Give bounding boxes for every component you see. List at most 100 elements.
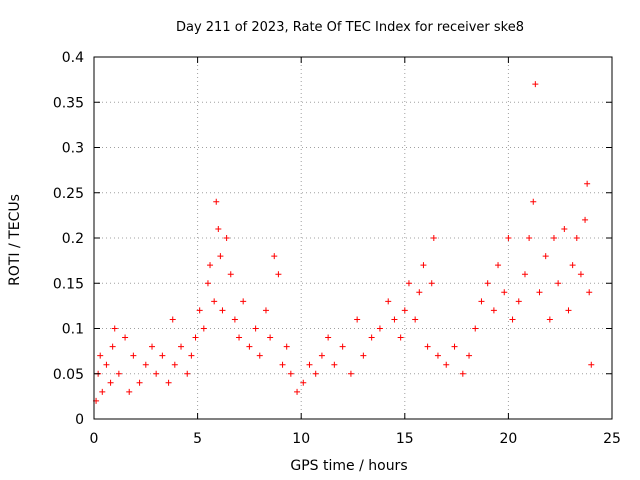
data-point — [275, 271, 282, 278]
data-point — [569, 262, 576, 269]
data-point — [256, 352, 263, 359]
data-point — [149, 343, 156, 350]
data-point — [246, 343, 253, 350]
data-point — [188, 352, 195, 359]
data-point — [430, 235, 437, 241]
data-point — [376, 325, 383, 332]
data-point — [97, 352, 104, 359]
data-point — [227, 271, 234, 278]
data-point — [420, 262, 427, 269]
data-point — [153, 370, 160, 377]
x-tick-label: 15 — [396, 431, 414, 447]
data-point — [236, 334, 243, 341]
data-point — [428, 280, 435, 287]
data-point — [111, 325, 118, 332]
data-point — [99, 388, 106, 395]
data-point — [588, 361, 595, 368]
data-point — [107, 379, 114, 386]
y-tick-label: 0.25 — [53, 186, 84, 202]
data-point — [262, 307, 269, 314]
data-point — [459, 370, 466, 377]
data-point — [582, 216, 589, 223]
data-point — [130, 352, 137, 359]
data-point — [573, 235, 580, 241]
data-point — [501, 289, 508, 296]
data-point — [142, 361, 149, 368]
data-point — [223, 235, 230, 241]
data-point — [532, 81, 539, 88]
data-point — [215, 225, 222, 232]
data-point — [584, 180, 591, 187]
data-point — [207, 262, 214, 269]
data-point — [536, 289, 543, 296]
data-point — [505, 235, 512, 241]
data-point — [385, 298, 392, 305]
data-point — [136, 379, 143, 386]
data-point — [267, 334, 274, 341]
data-point — [211, 298, 218, 305]
data-point — [401, 307, 408, 314]
x-tick-label: 5 — [193, 431, 202, 447]
data-point — [412, 316, 419, 323]
data-point — [169, 316, 176, 323]
chart-title: Day 211 of 2023, Rate Of TEC Index for r… — [176, 20, 524, 35]
data-point — [360, 352, 367, 359]
y-tick-label: 0.15 — [53, 276, 84, 292]
data-point — [405, 280, 412, 287]
data-point — [546, 316, 553, 323]
data-point — [526, 235, 533, 241]
y-tick-label: 0.2 — [62, 231, 84, 247]
data-point — [103, 361, 110, 368]
data-point — [325, 334, 332, 341]
data-point — [397, 334, 404, 341]
x-axis-label: GPS time / hours — [290, 458, 407, 474]
data-point — [495, 262, 502, 269]
data-point — [287, 370, 294, 377]
data-point — [240, 298, 247, 305]
data-point — [542, 253, 549, 260]
data-point — [252, 325, 259, 332]
y-tick-label: 0.35 — [53, 95, 84, 111]
y-tick-label: 0.4 — [62, 50, 84, 66]
data-point — [561, 225, 568, 232]
data-point — [231, 316, 238, 323]
data-point — [331, 361, 338, 368]
data-point — [478, 298, 485, 305]
data-point — [424, 343, 431, 350]
data-point — [391, 316, 398, 323]
data-point — [204, 280, 211, 287]
data-point — [294, 388, 301, 395]
data-point — [279, 361, 286, 368]
data-point — [443, 361, 450, 368]
data-point — [213, 198, 220, 205]
y-tick-label: 0.1 — [62, 322, 84, 338]
data-point — [159, 352, 166, 359]
data-point — [347, 370, 354, 377]
data-point — [555, 280, 562, 287]
data-point — [217, 253, 224, 260]
data-point — [300, 379, 307, 386]
data-point — [109, 343, 116, 350]
x-tick-label: 10 — [292, 431, 310, 447]
data-point — [126, 388, 133, 395]
data-point — [318, 352, 325, 359]
data-point — [178, 343, 185, 350]
data-point — [521, 271, 528, 278]
data-point — [565, 307, 572, 314]
grid-lines — [94, 57, 612, 419]
data-point — [509, 316, 516, 323]
y-tick-labels: 0 0.05 0.1 0.15 0.2 0.25 0.3 0.35 0.4 — [53, 50, 84, 428]
data-point — [339, 343, 346, 350]
data-point — [466, 352, 473, 359]
y-tick-label: 0 — [75, 412, 84, 428]
data-point — [192, 334, 199, 341]
data-point — [306, 361, 313, 368]
y-axis-label: ROTI / TECUs — [7, 194, 23, 286]
y-tick-label: 0.3 — [62, 141, 84, 157]
data-point — [312, 370, 319, 377]
x-tick-label: 0 — [90, 431, 99, 447]
data-points — [93, 81, 595, 404]
data-point — [530, 198, 537, 205]
x-tick-labels: 0 5 10 15 20 25 — [90, 431, 621, 447]
